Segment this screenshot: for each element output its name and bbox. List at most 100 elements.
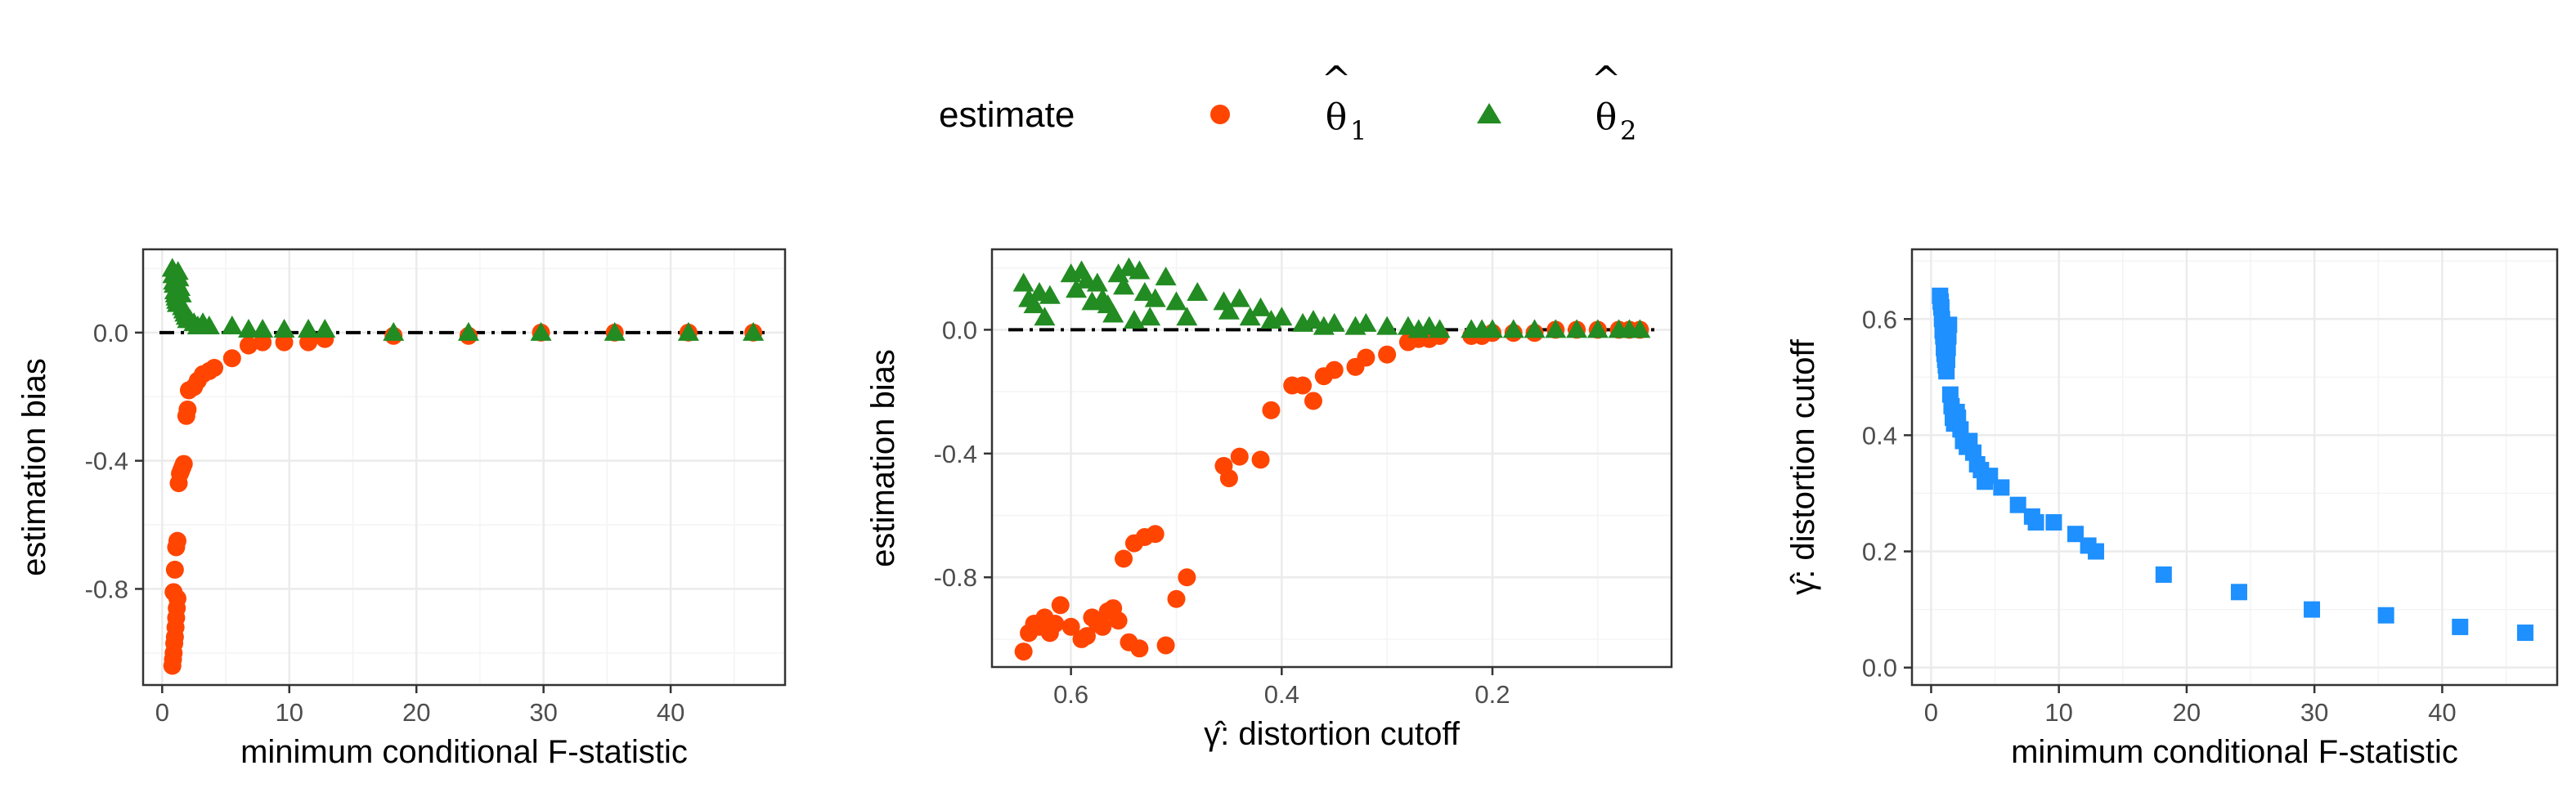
legend-theta1-subscript: 1	[1350, 115, 1367, 146]
point-theta2	[1123, 310, 1145, 329]
y-tick-label: 0.0	[93, 319, 128, 347]
legend-theta2-subscript: 2	[1620, 115, 1636, 146]
point-theta2	[1086, 272, 1108, 292]
y-tick-label: -0.8	[934, 563, 977, 592]
x-tick-label: 0.4	[1264, 680, 1299, 709]
point-theta1	[1115, 549, 1133, 568]
point-theta2	[1023, 294, 1045, 314]
legend-key-theta1	[1210, 105, 1230, 124]
point-gamma	[2087, 543, 2104, 560]
point-theta2	[383, 321, 405, 341]
y-axis-label: estimation bias	[865, 349, 901, 567]
point-gamma	[2304, 601, 2321, 618]
point-theta1	[1146, 525, 1165, 544]
point-theta1	[165, 560, 184, 579]
point-theta2	[1250, 297, 1272, 316]
point-theta2	[221, 316, 243, 335]
x-axis-label: γ̂: distortion cutoff	[1204, 716, 1461, 752]
y-axis-label: estimation bias	[16, 358, 52, 576]
x-axis-ticks: 0 10 20 30 40	[155, 685, 684, 727]
point-theta2	[273, 318, 295, 338]
point-theta2	[1187, 281, 1209, 301]
point-theta2	[198, 316, 220, 335]
y-axis-ticks: 0.0 -0.4 -0.8	[85, 319, 143, 603]
y-tick-label: 0.2	[1862, 538, 1897, 566]
point-theta2	[1228, 288, 1250, 307]
data-points	[1012, 257, 1651, 661]
point-theta1	[254, 333, 272, 351]
point-theta2	[1039, 284, 1061, 304]
y-tick-label: 0.6	[1862, 305, 1897, 334]
point-theta2	[677, 321, 699, 341]
panel-background	[1912, 249, 2557, 685]
point-theta1	[275, 333, 294, 351]
point-theta1	[1230, 447, 1249, 466]
point-theta1	[1077, 627, 1096, 646]
point-theta2	[168, 267, 190, 287]
x-tick-label: 20	[402, 698, 430, 727]
data-points	[1932, 287, 2533, 642]
x-tick-label: 0.2	[1474, 680, 1510, 709]
point-theta1	[1051, 596, 1070, 615]
point-gamma	[2045, 514, 2062, 531]
point-theta2	[1133, 281, 1156, 301]
point-theta1	[178, 400, 197, 419]
point-theta2	[1429, 319, 1451, 338]
point-theta2	[1102, 303, 1124, 323]
legend-key-theta2	[1477, 103, 1501, 123]
panel-bias-vs-fstat: 0 10 20 30 40 0.0 -0.4 -0.8 minimum conditiona…	[16, 248, 787, 770]
legend: estimate ^ θ 1 ^ θ 2	[939, 59, 1636, 146]
point-theta1	[1219, 469, 1238, 488]
point-theta2	[1323, 312, 1345, 332]
point-theta2	[1165, 291, 1187, 311]
panel-border	[141, 248, 787, 687]
point-theta1	[1262, 401, 1281, 419]
point-theta1	[205, 359, 224, 378]
legend-theta2-hat: ^	[1591, 59, 1622, 101]
y-tick-label: 0.0	[1862, 654, 1897, 683]
panel-bias-vs-cutoff: 0.6 0.4 0.2 0.0 -0.4 -0.8 γ̂: distortion cut…	[865, 248, 1673, 752]
point-theta1	[1294, 376, 1313, 395]
point-gamma	[2516, 625, 2533, 642]
x-tick-label: 10	[2044, 698, 2072, 727]
point-theta1	[1167, 589, 1186, 608]
y-axis-ticks: 0.0 -0.4 -0.8	[934, 316, 992, 592]
x-tick-label: 30	[529, 698, 557, 727]
point-theta2	[1355, 312, 1377, 332]
point-theta2	[1586, 319, 1609, 338]
point-theta2	[604, 321, 626, 341]
point-theta2	[1629, 319, 1651, 338]
x-tick-label: 0	[1924, 698, 1938, 727]
y-axis-label: γ̂: distortion cutoff	[1785, 338, 1821, 595]
x-axis-label: minimum conditional F-statistic	[240, 734, 688, 770]
point-theta1	[1130, 639, 1149, 658]
point-gamma	[1941, 316, 1958, 334]
point-theta2	[1502, 319, 1524, 338]
point-theta2	[1566, 319, 1588, 338]
point-gamma	[1993, 479, 2010, 496]
legend-theta2-symbol: θ	[1595, 96, 1618, 138]
y-axis-ticks: 0.0 0.2 0.4 0.6	[1862, 305, 1912, 683]
x-tick-label: 20	[2173, 698, 2201, 727]
legend-title: estimate	[939, 95, 1075, 135]
point-theta2	[1113, 275, 1135, 295]
x-tick-label: 30	[2300, 698, 2328, 727]
point-theta1	[1251, 450, 1270, 469]
point-theta2	[1155, 266, 1177, 286]
point-theta2	[1012, 272, 1034, 292]
y-tick-label: -0.8	[85, 575, 128, 603]
point-theta2	[1481, 319, 1503, 338]
legend-theta1-hat: ^	[1322, 59, 1352, 101]
point-theta2	[1376, 316, 1398, 335]
panel-grid	[992, 249, 1672, 667]
y-tick-label: 0.4	[1862, 421, 1897, 450]
point-theta1	[1156, 636, 1175, 655]
x-axis-ticks: 0.6 0.4 0.2	[1053, 667, 1510, 709]
point-theta1	[1014, 643, 1033, 661]
point-theta2	[170, 283, 192, 302]
point-gamma	[2155, 566, 2172, 583]
point-theta2	[1176, 307, 1198, 326]
legend-item-theta2: ^ θ 2	[1477, 59, 1636, 146]
data-points	[161, 257, 765, 675]
